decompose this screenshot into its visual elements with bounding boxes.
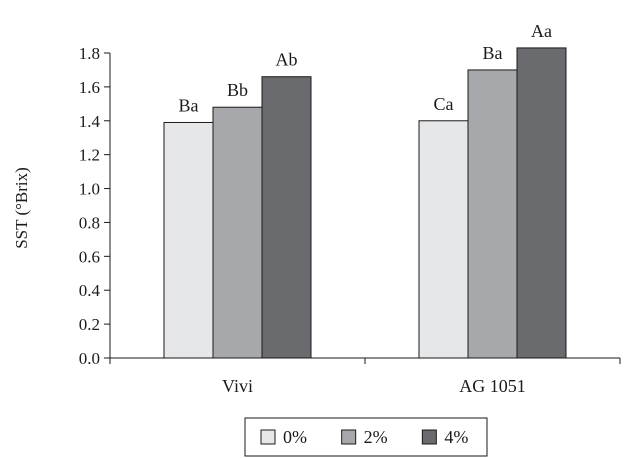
- legend-swatch: [421, 429, 437, 445]
- bar-data-label: Bb: [227, 80, 248, 100]
- legend-label: 4%: [444, 427, 468, 447]
- y-tick-label: 1.8: [79, 44, 100, 63]
- y-tick-label: 1.0: [79, 180, 100, 199]
- legend-swatch: [341, 429, 357, 445]
- x-category-label: AG 1051: [459, 376, 526, 396]
- y-tick-label: 1.6: [79, 78, 100, 97]
- legend-label: 2%: [364, 427, 388, 447]
- bar: [418, 120, 469, 359]
- bar-data-label: Ca: [434, 94, 454, 114]
- bar: [163, 121, 214, 359]
- y-tick-label: 0.2: [79, 315, 100, 334]
- bar-data-label: Aa: [531, 21, 552, 41]
- y-axis: 0.0 0.2 0.4 0.6 0.8 1.0 1.2 1.4 1.6 1.8: [79, 44, 111, 368]
- legend-label: 0%: [283, 427, 307, 447]
- bar-data-label: Ba: [483, 43, 503, 63]
- bar: [467, 69, 518, 359]
- x-category-label: Vivi: [222, 376, 253, 396]
- bar-data-label: Ab: [276, 50, 298, 70]
- data-labels: Ba Bb Ab Ca Ba Aa: [179, 21, 553, 116]
- bar-data-label: Ba: [179, 95, 199, 115]
- y-tick-label: 0.4: [79, 281, 101, 300]
- bar: [516, 47, 567, 359]
- legend-swatch: [260, 429, 276, 445]
- y-tick-label: 0.6: [79, 247, 100, 266]
- bars: [163, 47, 567, 359]
- bar: [261, 76, 312, 359]
- legend: 0% 2% 4%: [244, 417, 488, 457]
- legend-box: [244, 417, 488, 457]
- y-tick-label: 1.2: [79, 146, 100, 165]
- y-axis-title: SST (°Brix): [12, 167, 31, 249]
- y-tick-label: 0.0: [79, 349, 100, 368]
- x-axis: Vivi AG 1051: [109, 357, 621, 396]
- bar: [212, 106, 263, 359]
- y-tick-label: 1.4: [79, 112, 101, 131]
- y-tick-label: 0.8: [79, 213, 100, 232]
